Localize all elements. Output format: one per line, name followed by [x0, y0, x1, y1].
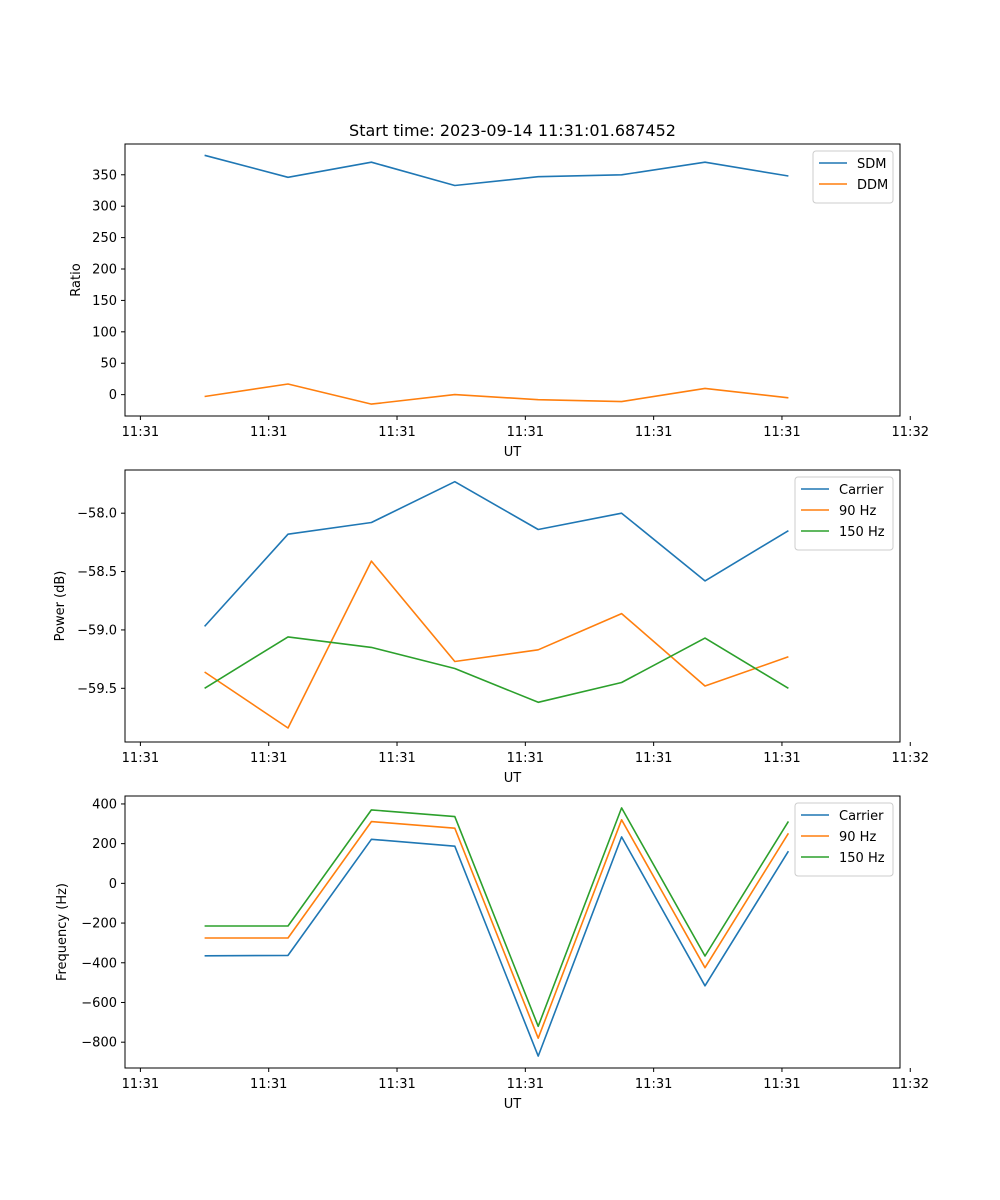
frequency-y-tick-label: 200 — [92, 837, 117, 852]
frequency-x-tick-label: 11:31 — [763, 1077, 800, 1092]
power-axes-frame — [124, 469, 901, 743]
ratio-legend-label-sdm: SDM — [857, 157, 886, 172]
frequency-y-tick-label: −800 — [81, 1036, 117, 1051]
power-y-tick-label: −58.0 — [77, 507, 117, 522]
frequency-y-tick-label: 0 — [109, 877, 117, 892]
frequency-x-axis-label: UT — [504, 1097, 522, 1112]
ratio-chart-title: Start time: 2023-09-14 11:31:01.687452 — [349, 121, 676, 140]
frequency-y-tick-label: −400 — [81, 956, 117, 971]
ratio-x-tick-label: 11:31 — [763, 425, 800, 440]
ratio-y-axis-label: Ratio — [69, 263, 84, 296]
frequency-x-tick-label: 11:32 — [892, 1077, 929, 1092]
power-y-tick-label: −59.0 — [77, 623, 117, 638]
ratio-x-tick-label: 11:31 — [507, 425, 544, 440]
power-x-tick-label: 11:31 — [635, 751, 672, 766]
ratio-y-tick-label: 0 — [109, 388, 117, 403]
ratio-y-tick-label: 300 — [92, 200, 117, 215]
frequency-x-tick-label: 11:31 — [635, 1077, 672, 1092]
frequency-y-tick-label: −200 — [81, 917, 117, 932]
frequency-axes-frame — [124, 795, 901, 1069]
ratio-x-tick-label: 11:31 — [122, 425, 159, 440]
frequency-x-tick-label: 11:31 — [122, 1077, 159, 1092]
power-legend-label-carrier: Carrier — [839, 483, 884, 498]
ratio-axes-frame — [124, 143, 901, 417]
power-x-tick-label: 11:31 — [763, 751, 800, 766]
power-series-line-150-hz — [204, 636, 789, 704]
power-panel: 11:31 11:31 11:31 11:31 11:31 11:31 11:32 −59.5… — [53, 469, 929, 786]
power-legend-label-90-hz: 90 Hz — [839, 504, 876, 519]
ratio-y-tick-label: 150 — [92, 294, 117, 309]
ratio-x-axis-label: UT — [504, 445, 522, 460]
ratio-x-tick-label: 11:31 — [250, 425, 287, 440]
power-x-tick-label: 11:32 — [892, 751, 929, 766]
frequency-series-line-150-hz — [204, 807, 790, 1028]
ratio-x-tick-label: 11:32 — [892, 425, 929, 440]
frequency-legend-label-90-hz: 90 Hz — [839, 830, 876, 845]
frequency-y-axis-label: Frequency (Hz) — [55, 883, 70, 981]
ratio-y-tick-label: 50 — [100, 357, 117, 372]
frequency-x-tick-label: 11:31 — [250, 1077, 287, 1092]
ratio-y-tick-label: 100 — [92, 325, 117, 340]
power-y-axis-label: Power (dB) — [53, 571, 68, 642]
power-y-tick-label: −59.5 — [77, 682, 117, 697]
ratio-series-line-sdm — [204, 154, 789, 187]
ratio-series-line-ddm — [204, 383, 789, 405]
power-series-line-carrier — [204, 480, 789, 627]
power-x-tick-label: 11:31 — [250, 751, 287, 766]
power-x-tick-label: 11:31 — [507, 751, 544, 766]
ratio-legend-label-ddm: DDM — [857, 178, 888, 193]
ratio-y-tick-label: 250 — [92, 231, 117, 246]
frequency-x-tick-label: 11:31 — [378, 1077, 415, 1092]
frequency-x-tick-label: 11:31 — [507, 1077, 544, 1092]
ratio-x-tick-label: 11:31 — [635, 425, 672, 440]
power-x-axis-label: UT — [504, 771, 522, 786]
frequency-series-line-90-hz — [204, 818, 790, 1039]
frequency-series-line-carrier — [204, 836, 790, 1057]
ratio-y-tick-label: 350 — [92, 168, 117, 183]
ratio-x-tick-label: 11:31 — [378, 425, 415, 440]
frequency-legend-label-150-hz: 150 Hz — [839, 851, 885, 866]
power-x-tick-label: 11:31 — [378, 751, 415, 766]
frequency-legend-label-carrier: Carrier — [839, 809, 884, 824]
frequency-y-tick-label: 400 — [92, 797, 117, 812]
power-y-tick-label: −58.5 — [77, 565, 117, 580]
power-series-line-90-hz — [204, 560, 789, 729]
frequency-panel: 11:31 11:31 11:31 11:31 11:31 11:31 11:32 −800 −… — [55, 795, 929, 1112]
ratio-panel: 11:31 11:31 11:31 11:31 11:31 11:31 11:32 0 50 10… — [69, 121, 929, 460]
ratio-legend — [812, 150, 894, 204]
frequency-y-tick-label: −600 — [81, 996, 117, 1011]
power-legend-label-150-hz: 150 Hz — [839, 525, 885, 540]
power-x-tick-label: 11:31 — [122, 751, 159, 766]
ratio-y-tick-label: 200 — [92, 263, 117, 278]
